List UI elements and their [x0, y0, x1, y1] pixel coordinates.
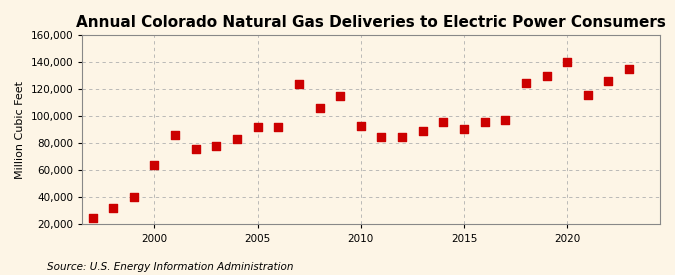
- Point: [417, 129, 428, 133]
- Point: [314, 106, 325, 111]
- Y-axis label: Million Cubic Feet: Million Cubic Feet: [15, 81, 25, 179]
- Point: [169, 133, 180, 138]
- Point: [438, 120, 449, 124]
- Point: [273, 125, 284, 130]
- Title: Annual Colorado Natural Gas Deliveries to Electric Power Consumers: Annual Colorado Natural Gas Deliveries t…: [76, 15, 666, 30]
- Point: [500, 118, 510, 123]
- Point: [520, 80, 531, 85]
- Point: [108, 206, 119, 210]
- Point: [87, 216, 98, 220]
- Point: [458, 126, 469, 131]
- Point: [562, 60, 572, 65]
- Point: [355, 124, 366, 128]
- Point: [335, 94, 346, 98]
- Point: [211, 144, 222, 148]
- Point: [232, 137, 242, 142]
- Point: [128, 195, 139, 200]
- Point: [541, 74, 552, 78]
- Point: [397, 134, 408, 139]
- Point: [294, 82, 304, 86]
- Point: [479, 120, 490, 124]
- Point: [252, 125, 263, 130]
- Point: [624, 67, 634, 71]
- Point: [149, 163, 160, 167]
- Text: Source: U.S. Energy Information Administration: Source: U.S. Energy Information Administ…: [47, 262, 294, 272]
- Point: [190, 147, 201, 151]
- Point: [376, 134, 387, 139]
- Point: [603, 79, 614, 84]
- Point: [583, 93, 593, 97]
